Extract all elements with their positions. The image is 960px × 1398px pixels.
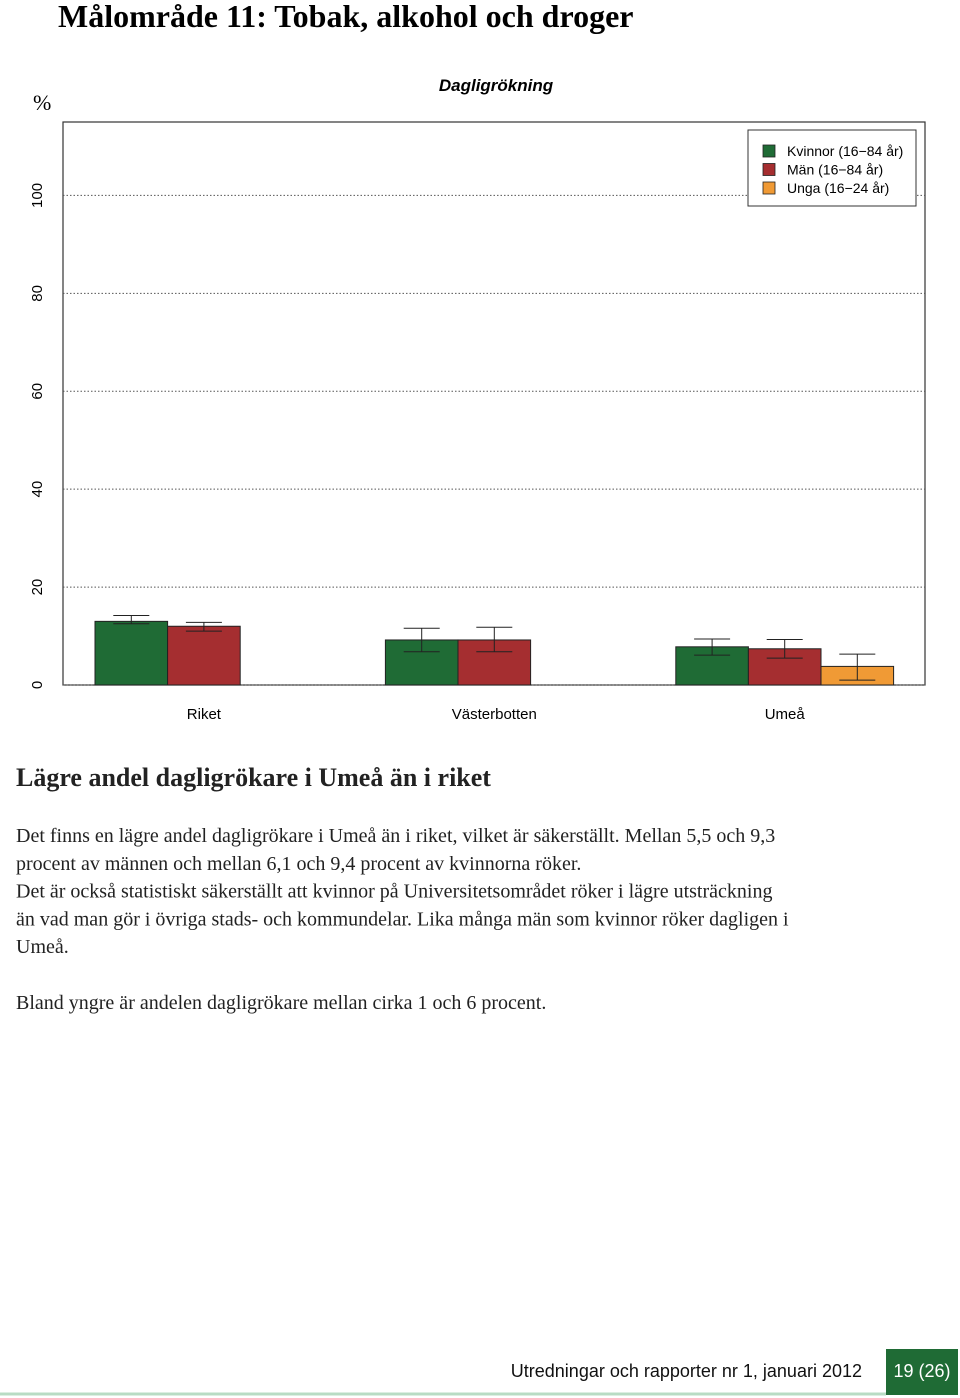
section-heading: Lägre andel dagligrökare i Umeå än i rik… <box>16 763 491 792</box>
page-title: Målområde 11: Tobak, alkohol och droger <box>58 0 633 34</box>
y-tick-label: 80 <box>29 285 46 302</box>
bar <box>457 639 532 686</box>
y-tick-label: 100 <box>29 183 46 208</box>
x-tick-label: Umeå <box>765 706 806 723</box>
page-number: 19 (26) <box>893 1361 950 1381</box>
body-text-line: Det finns en lägre andel dagligrökare i … <box>16 825 775 847</box>
bar <box>167 625 241 686</box>
legend-swatch <box>762 163 776 176</box>
legend-box <box>747 129 917 207</box>
y-tick-label: 40 <box>29 481 46 498</box>
legend-swatch <box>762 181 776 195</box>
page-number-box <box>886 1349 958 1395</box>
chart-title: Dagligrökning <box>439 76 554 95</box>
legend-label: Unga (16−24 år) <box>787 180 889 196</box>
x-tick-label: Riket <box>187 706 222 723</box>
x-tick-label: Västerbotten <box>452 706 537 723</box>
footer-publication: Utredningar och rapporter nr 1, januari … <box>511 1361 862 1381</box>
legend-label: Kvinnor (16−84 år) <box>787 143 903 159</box>
body-text-line: Bland yngre är andelen dagligrökare mell… <box>16 992 546 1014</box>
y-tick-label: 60 <box>29 383 46 400</box>
bar <box>94 620 169 686</box>
y-tick-label: 20 <box>29 579 46 596</box>
body-text-line: Det är också statistiskt säkerställt att… <box>16 881 772 903</box>
y-tick-label: 0 <box>29 681 46 689</box>
y-axis-label: % <box>33 90 51 115</box>
legend-label: Män (16−84 år) <box>787 162 883 178</box>
body-text-line: än vad man gör i övriga stads- och kommu… <box>16 908 789 930</box>
body-text-line: procent av männen och mellan 6,1 och 9,4… <box>16 853 581 875</box>
legend-swatch <box>762 144 776 158</box>
bar <box>384 639 459 686</box>
body-text-line: Umeå. <box>16 936 69 958</box>
